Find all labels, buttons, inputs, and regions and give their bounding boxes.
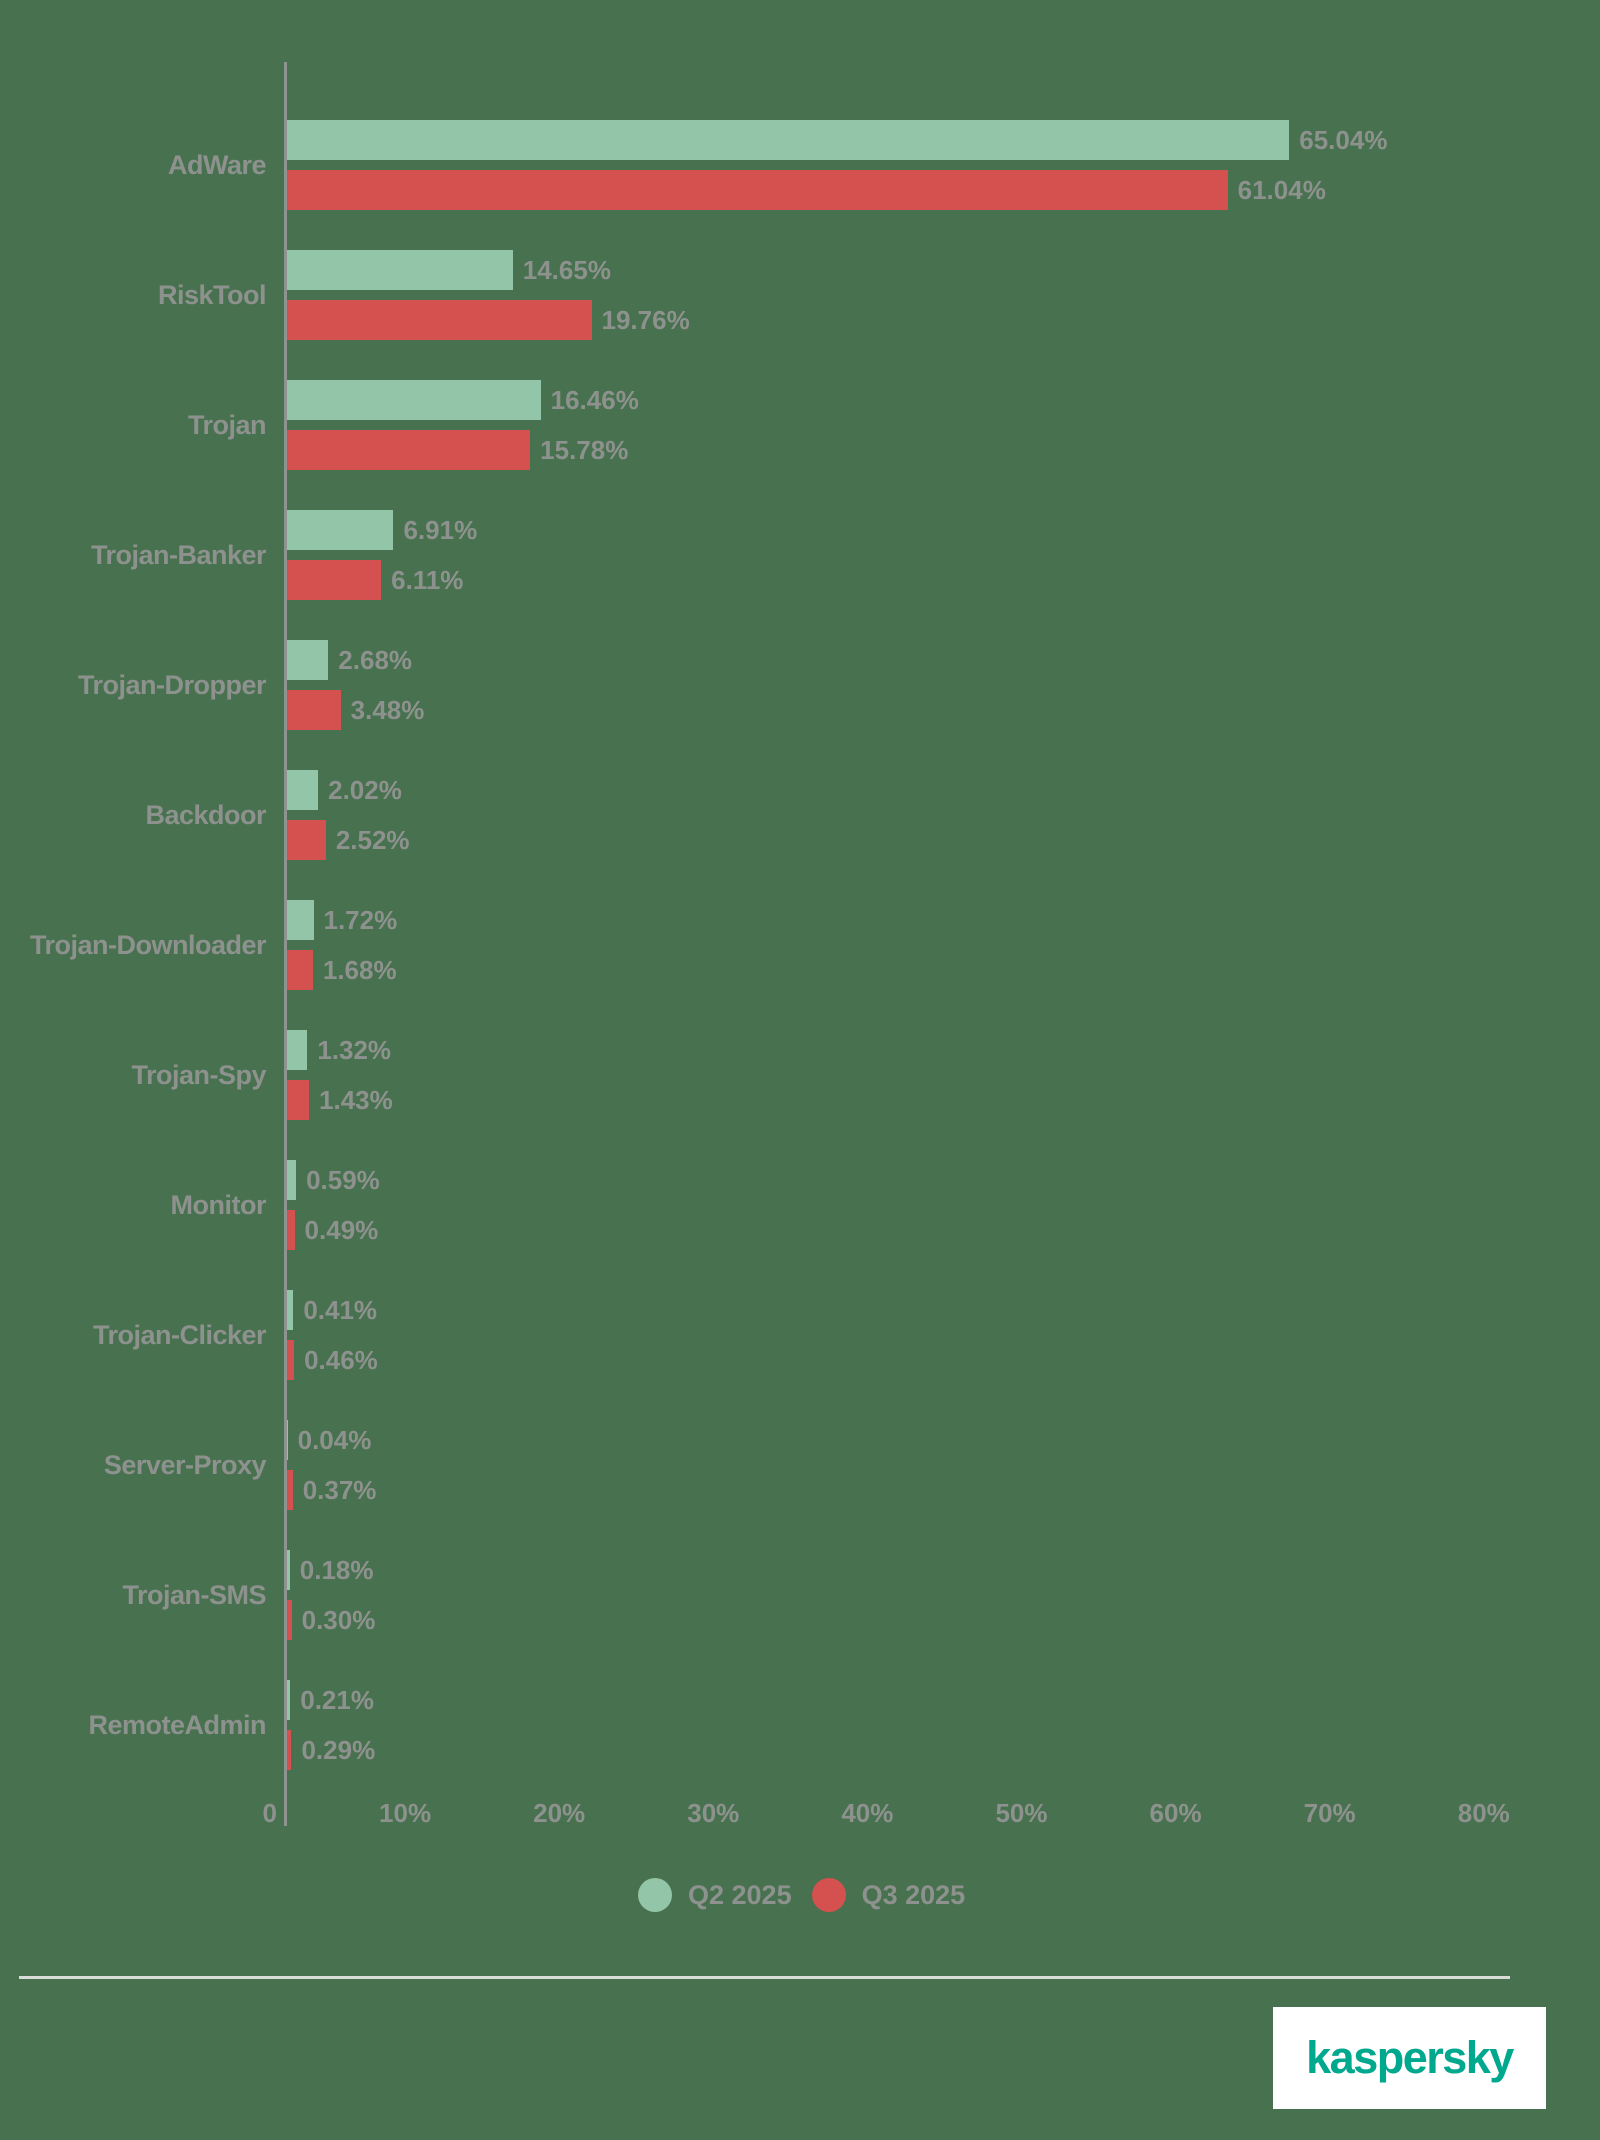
- value-label: 1.72%: [323, 905, 398, 935]
- value-label: 6.91%: [403, 515, 478, 545]
- bar-q2-2025: [287, 250, 513, 290]
- x-tick-label: 70%: [1303, 1798, 1356, 1828]
- category-label: Trojan-Downloader: [30, 930, 267, 960]
- value-label: 61.04%: [1237, 175, 1326, 205]
- value-label: 6.11%: [391, 565, 464, 595]
- value-label: 2.52%: [335, 825, 410, 855]
- x-tick-label: 80%: [1457, 1798, 1510, 1828]
- bar-q3-2025: [287, 690, 341, 730]
- category-group: Trojan-Spy 1.32% 1.43%: [0, 1030, 1600, 1120]
- value-label: 14.65%: [522, 255, 611, 285]
- bar-q2-2025: [287, 770, 319, 810]
- bar-q3-2025: [287, 1470, 293, 1510]
- bar-q3-2025: [287, 560, 382, 600]
- value-label: 2.68%: [338, 645, 413, 675]
- category-group: Trojan-Banker 6.91% 6.11%: [0, 510, 1600, 600]
- bar-q3-2025: [287, 1210, 295, 1250]
- value-label: 0.21%: [300, 1685, 374, 1715]
- category-label: Trojan-Banker: [90, 540, 267, 570]
- category-group: Server-Proxy 0.04% 0.37%: [0, 1420, 1600, 1510]
- category-label: Trojan-Spy: [131, 1060, 266, 1090]
- x-tick-label: 50%: [995, 1798, 1048, 1828]
- value-label: 0.49%: [304, 1215, 379, 1245]
- legend-item: Q2 2025: [638, 1878, 792, 1912]
- bar-q3-2025: [287, 300, 592, 340]
- category-label: Server-Proxy: [103, 1450, 267, 1480]
- legend-label: Q3 2025: [861, 1880, 966, 1910]
- value-label: 0.37%: [302, 1475, 377, 1505]
- category-group: RemoteAdmin 0.21% 0.29%: [0, 1680, 1600, 1770]
- value-label: 3.48%: [350, 695, 425, 725]
- value-label: 1.43%: [319, 1085, 393, 1115]
- bar-q2-2025: [287, 1030, 308, 1070]
- category-label: AdWare: [167, 150, 267, 180]
- bar-q3-2025: [287, 820, 326, 860]
- chart-legend: Q2 2025 Q3 2025: [638, 1878, 965, 1912]
- category-label: RiskTool: [157, 280, 267, 310]
- legend-label: Q2 2025: [688, 1880, 792, 1910]
- value-label: 0.41%: [303, 1295, 378, 1325]
- bar-q2-2025: [287, 1290, 294, 1330]
- category-group: Trojan-SMS 0.18% 0.30%: [0, 1550, 1600, 1640]
- bar-q2-2025: [287, 380, 541, 420]
- category-group: Backdoor 2.02% 2.52%: [0, 770, 1600, 860]
- value-label: 2.02%: [328, 775, 402, 805]
- value-label: 0.59%: [306, 1165, 380, 1195]
- bar-q3-2025: [287, 1600, 292, 1640]
- bar-q3-2025: [287, 1340, 295, 1380]
- x-tick-label: 60%: [1149, 1798, 1202, 1828]
- category-label: RemoteAdmin: [88, 1710, 266, 1740]
- x-tick-label: 30%: [687, 1798, 740, 1828]
- x-tick-label: 40%: [841, 1798, 894, 1828]
- category-label: Trojan-SMS: [122, 1580, 266, 1610]
- category-group: Trojan 16.46% 15.78%: [0, 380, 1600, 470]
- bar-q2-2025: [287, 510, 394, 550]
- x-tick-label: 20%: [533, 1798, 586, 1828]
- value-label: 0.04%: [297, 1425, 372, 1455]
- bar-q2-2025: [287, 1160, 297, 1200]
- value-label: 0.29%: [301, 1735, 376, 1765]
- category-label: Trojan-Clicker: [92, 1320, 267, 1350]
- kaspersky-logo: kaspersky: [1273, 2007, 1546, 2109]
- legend-swatch-icon: [638, 1878, 672, 1912]
- bar-q3-2025: [287, 430, 531, 470]
- category-group: Monitor 0.59% 0.49%: [0, 1160, 1600, 1250]
- legend-item: Q3 2025: [811, 1878, 966, 1912]
- category-group: AdWare 65.04% 61.04%: [0, 120, 1600, 210]
- bar-q3-2025: [287, 950, 313, 990]
- bar-q3-2025: [287, 1080, 310, 1120]
- bar-q2-2025: [287, 900, 314, 940]
- bar-q2-2025: [287, 640, 329, 680]
- legend-swatch-icon: [811, 1878, 846, 1912]
- value-label: 16.46%: [550, 385, 639, 415]
- bar-q3-2025: [287, 1730, 292, 1770]
- value-label: 1.68%: [322, 955, 397, 985]
- x-tick-label: 0: [262, 1798, 277, 1828]
- category-label: Trojan-Dropper: [77, 670, 267, 700]
- bar-q2-2025: [287, 120, 1290, 160]
- logo-wordmark: kaspersky: [1306, 2032, 1514, 2083]
- category-group: Trojan-Downloader 1.72% 1.68%: [0, 900, 1600, 990]
- category-label: Backdoor: [145, 800, 266, 830]
- y-axis-line: [284, 62, 287, 1826]
- bar-q2-2025: [287, 1680, 291, 1720]
- value-label: 0.46%: [304, 1345, 378, 1375]
- category-label: Monitor: [170, 1190, 267, 1220]
- category-label: Trojan: [187, 410, 267, 440]
- value-label: 65.04%: [1299, 125, 1388, 155]
- bar-q2-2025: [287, 1550, 290, 1590]
- category-group: Trojan-Dropper 2.68% 3.48%: [0, 640, 1600, 730]
- value-label: 15.78%: [540, 435, 629, 465]
- value-label: 1.32%: [317, 1035, 392, 1065]
- footer-divider: [19, 1976, 1510, 1979]
- x-tick-label: 10%: [379, 1798, 432, 1828]
- category-group: Trojan-Clicker 0.41% 0.46%: [0, 1290, 1600, 1380]
- value-label: 0.30%: [301, 1605, 376, 1635]
- bar-q2-2025: [287, 1420, 288, 1460]
- category-group: RiskTool 14.65% 19.76%: [0, 250, 1600, 340]
- value-label: 0.18%: [299, 1555, 374, 1585]
- value-label: 19.76%: [601, 305, 690, 335]
- bar-q3-2025: [287, 170, 1228, 210]
